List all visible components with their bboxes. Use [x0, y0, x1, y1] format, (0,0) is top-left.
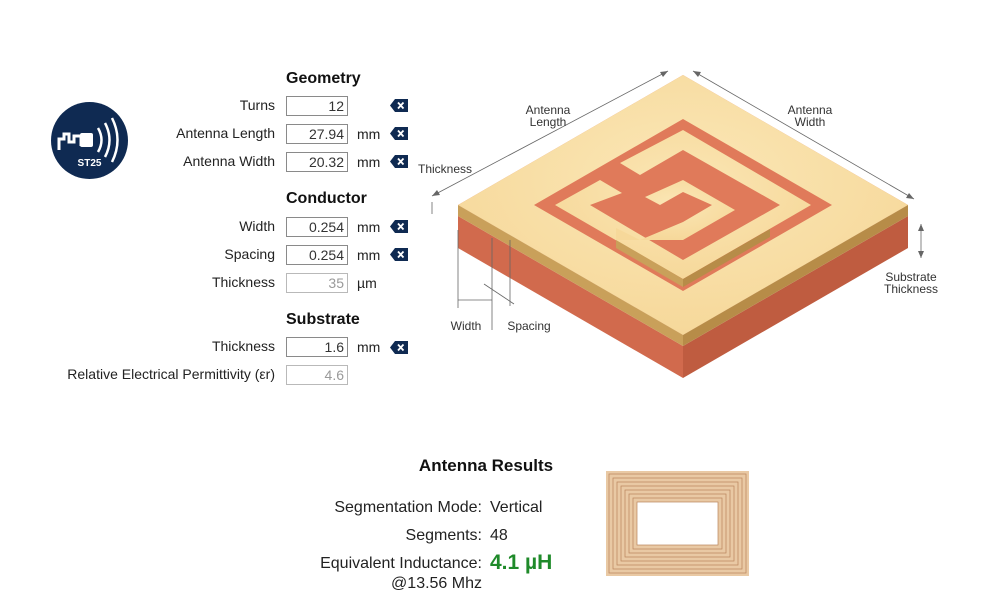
spacing-unit: mm [357, 247, 381, 263]
conductor-thickness-label: Thickness [211, 274, 275, 290]
antenna-width-unit: mm [357, 154, 381, 170]
turns-input[interactable] [286, 96, 348, 116]
clear-antenna-length-icon[interactable] [390, 127, 408, 140]
substrate-thickness-unit: mm [357, 339, 381, 355]
segments-value: 48 [490, 527, 508, 544]
diagram-width-label: Antenna Width [787, 103, 833, 129]
frequency-label: @13.56 Mhz [391, 575, 482, 592]
clear-conductor-width-icon[interactable] [390, 220, 408, 233]
antenna-isometric-diagram [431, 70, 924, 378]
antenna-length-unit: mm [357, 126, 381, 142]
results-heading: Antenna Results [418, 456, 554, 475]
permittivity-label: Relative Electrical Permittivity (εr) [67, 366, 275, 382]
conductor-width-input[interactable] [286, 217, 348, 237]
inductance-label: Equivalent Inductance: [320, 555, 482, 572]
diagram-length-label: Antenna Length [525, 103, 571, 129]
coil-preview-image [606, 471, 749, 576]
permittivity-input [286, 365, 348, 385]
logo-text: ST25 [77, 158, 102, 169]
substrate-thickness-label: Thickness [211, 338, 275, 354]
clear-turns-icon[interactable] [390, 99, 408, 112]
segmentation-mode-value: Vertical [490, 499, 543, 516]
copper-center-arm [616, 180, 735, 240]
turns-label: Turns [239, 97, 275, 113]
diagram-spacing-label: Spacing [507, 319, 551, 333]
conductor-thickness-unit: µm [357, 275, 377, 291]
inductance-value: 4.1 µH [490, 551, 553, 574]
nfc-wireless-icon [51, 102, 128, 179]
antenna-length-label: Antenna Length [176, 125, 275, 141]
conductor-thickness-input [286, 273, 348, 293]
clear-antenna-width-icon[interactable] [390, 155, 408, 168]
clear-spacing-icon[interactable] [390, 248, 408, 261]
substrate-heading: Substrate [286, 311, 360, 328]
diagram-thickness-label: Thickness [417, 162, 473, 176]
substrate-right-side [683, 216, 908, 378]
antenna-width-input[interactable] [286, 152, 348, 172]
segmentation-mode-label: Segmentation Mode: [334, 499, 482, 516]
antenna-width-label: Antenna Width [183, 153, 275, 169]
spacing-input[interactable] [286, 245, 348, 265]
spacing-label: Spacing [224, 246, 275, 262]
st25-logo: ST25 [51, 102, 128, 179]
diagram-substrate-thickness-label: Substrate Thickness [883, 270, 939, 296]
clear-substrate-thickness-icon[interactable] [390, 341, 408, 354]
segments-label: Segments: [405, 527, 482, 544]
conductor-width-unit: mm [357, 219, 381, 235]
substrate-thickness-input[interactable] [286, 337, 348, 357]
geometry-heading: Geometry [286, 70, 361, 87]
antenna-length-input[interactable] [286, 124, 348, 144]
substrate-left-side [458, 216, 683, 378]
conductor-width-label: Width [239, 218, 275, 234]
diagram-width-dim-label: Width [450, 319, 482, 333]
conductor-heading: Conductor [286, 190, 367, 207]
